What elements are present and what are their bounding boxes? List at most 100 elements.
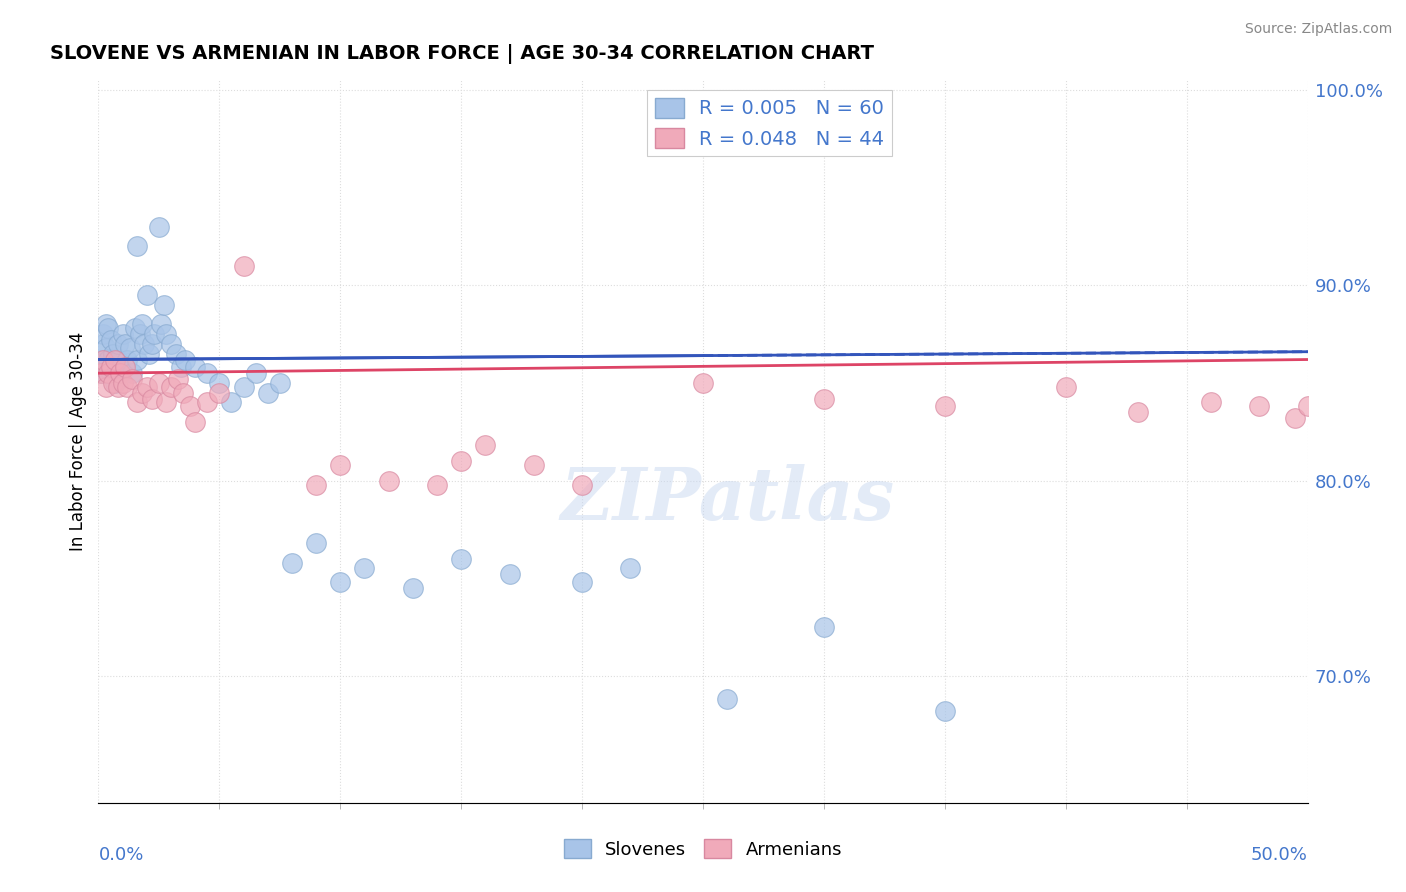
Text: 50.0%: 50.0% bbox=[1251, 846, 1308, 863]
Point bbox=[108, 360, 131, 375]
Point bbox=[498, 567, 520, 582]
Point bbox=[143, 327, 166, 342]
Point bbox=[813, 620, 835, 634]
Point bbox=[141, 337, 163, 351]
Point bbox=[450, 551, 472, 566]
Point bbox=[184, 415, 207, 429]
Point bbox=[329, 458, 352, 472]
Point bbox=[221, 395, 243, 409]
Point bbox=[111, 376, 134, 390]
Point bbox=[117, 380, 139, 394]
Point bbox=[141, 392, 163, 406]
Point bbox=[269, 376, 291, 390]
Point bbox=[232, 380, 254, 394]
Point bbox=[91, 360, 114, 375]
Point bbox=[94, 380, 117, 394]
Point bbox=[127, 352, 149, 367]
Point bbox=[450, 454, 472, 468]
Point bbox=[692, 376, 714, 390]
Text: ZIPatlas: ZIPatlas bbox=[560, 464, 894, 535]
Text: 0.0%: 0.0% bbox=[98, 846, 143, 863]
Point bbox=[155, 395, 177, 409]
Point bbox=[571, 575, 593, 590]
Point bbox=[172, 385, 194, 400]
Point bbox=[101, 346, 124, 360]
Text: Source: ZipAtlas.com: Source: ZipAtlas.com bbox=[1244, 22, 1392, 37]
Point bbox=[256, 385, 278, 400]
Point bbox=[165, 346, 187, 360]
Point bbox=[208, 385, 231, 400]
Point bbox=[94, 318, 117, 332]
Point bbox=[107, 352, 129, 367]
Point bbox=[134, 337, 156, 351]
Point bbox=[128, 327, 150, 342]
Point bbox=[117, 352, 139, 367]
Point bbox=[101, 376, 124, 390]
Point bbox=[104, 352, 127, 367]
Point bbox=[100, 333, 122, 347]
Point bbox=[1128, 405, 1150, 419]
Point bbox=[426, 477, 449, 491]
Point bbox=[91, 327, 114, 342]
Point bbox=[184, 360, 207, 375]
Point bbox=[150, 318, 173, 332]
Point bbox=[97, 352, 120, 367]
Y-axis label: In Labor Force | Age 30-34: In Labor Force | Age 30-34 bbox=[69, 332, 87, 551]
Point bbox=[148, 219, 170, 234]
Point bbox=[195, 366, 218, 380]
Point bbox=[934, 704, 956, 718]
Point bbox=[135, 288, 157, 302]
Point bbox=[160, 380, 183, 394]
Point bbox=[90, 352, 112, 367]
Point bbox=[179, 400, 201, 414]
Point bbox=[90, 366, 112, 380]
Point bbox=[208, 376, 231, 390]
Point bbox=[118, 341, 141, 355]
Point bbox=[329, 575, 352, 590]
Point bbox=[121, 372, 143, 386]
Point bbox=[100, 366, 122, 380]
Point bbox=[160, 337, 183, 351]
Point bbox=[377, 474, 399, 488]
Point bbox=[131, 385, 153, 400]
Point bbox=[121, 366, 143, 380]
Point bbox=[571, 477, 593, 491]
Point bbox=[174, 352, 197, 367]
Point bbox=[813, 392, 835, 406]
Point bbox=[1199, 395, 1222, 409]
Point bbox=[169, 360, 191, 375]
Point bbox=[91, 352, 114, 367]
Text: SLOVENE VS ARMENIAN IN LABOR FORCE | AGE 30-34 CORRELATION CHART: SLOVENE VS ARMENIAN IN LABOR FORCE | AGE… bbox=[51, 45, 875, 64]
Point bbox=[474, 438, 496, 452]
Point bbox=[934, 400, 956, 414]
Point bbox=[402, 581, 425, 595]
Point bbox=[114, 360, 136, 375]
Point bbox=[108, 366, 131, 380]
Point bbox=[1296, 400, 1319, 414]
Point bbox=[114, 337, 136, 351]
Point bbox=[138, 346, 160, 360]
Point bbox=[305, 536, 328, 550]
Point bbox=[167, 372, 190, 386]
Point bbox=[131, 318, 153, 332]
Point bbox=[100, 360, 122, 375]
Point bbox=[1249, 400, 1271, 414]
Point bbox=[523, 458, 546, 472]
Point bbox=[107, 380, 129, 394]
Point bbox=[155, 327, 177, 342]
Point bbox=[127, 239, 149, 253]
Point bbox=[1054, 380, 1077, 394]
Point bbox=[245, 366, 267, 380]
Point bbox=[152, 298, 174, 312]
Point bbox=[97, 321, 120, 335]
Point bbox=[107, 337, 129, 351]
Point bbox=[619, 561, 641, 575]
Point bbox=[232, 259, 254, 273]
Point bbox=[124, 321, 146, 335]
Point bbox=[195, 395, 218, 409]
Point bbox=[127, 395, 149, 409]
Point bbox=[104, 360, 127, 375]
Point bbox=[148, 376, 170, 390]
Point bbox=[94, 341, 117, 355]
Point bbox=[97, 366, 120, 380]
